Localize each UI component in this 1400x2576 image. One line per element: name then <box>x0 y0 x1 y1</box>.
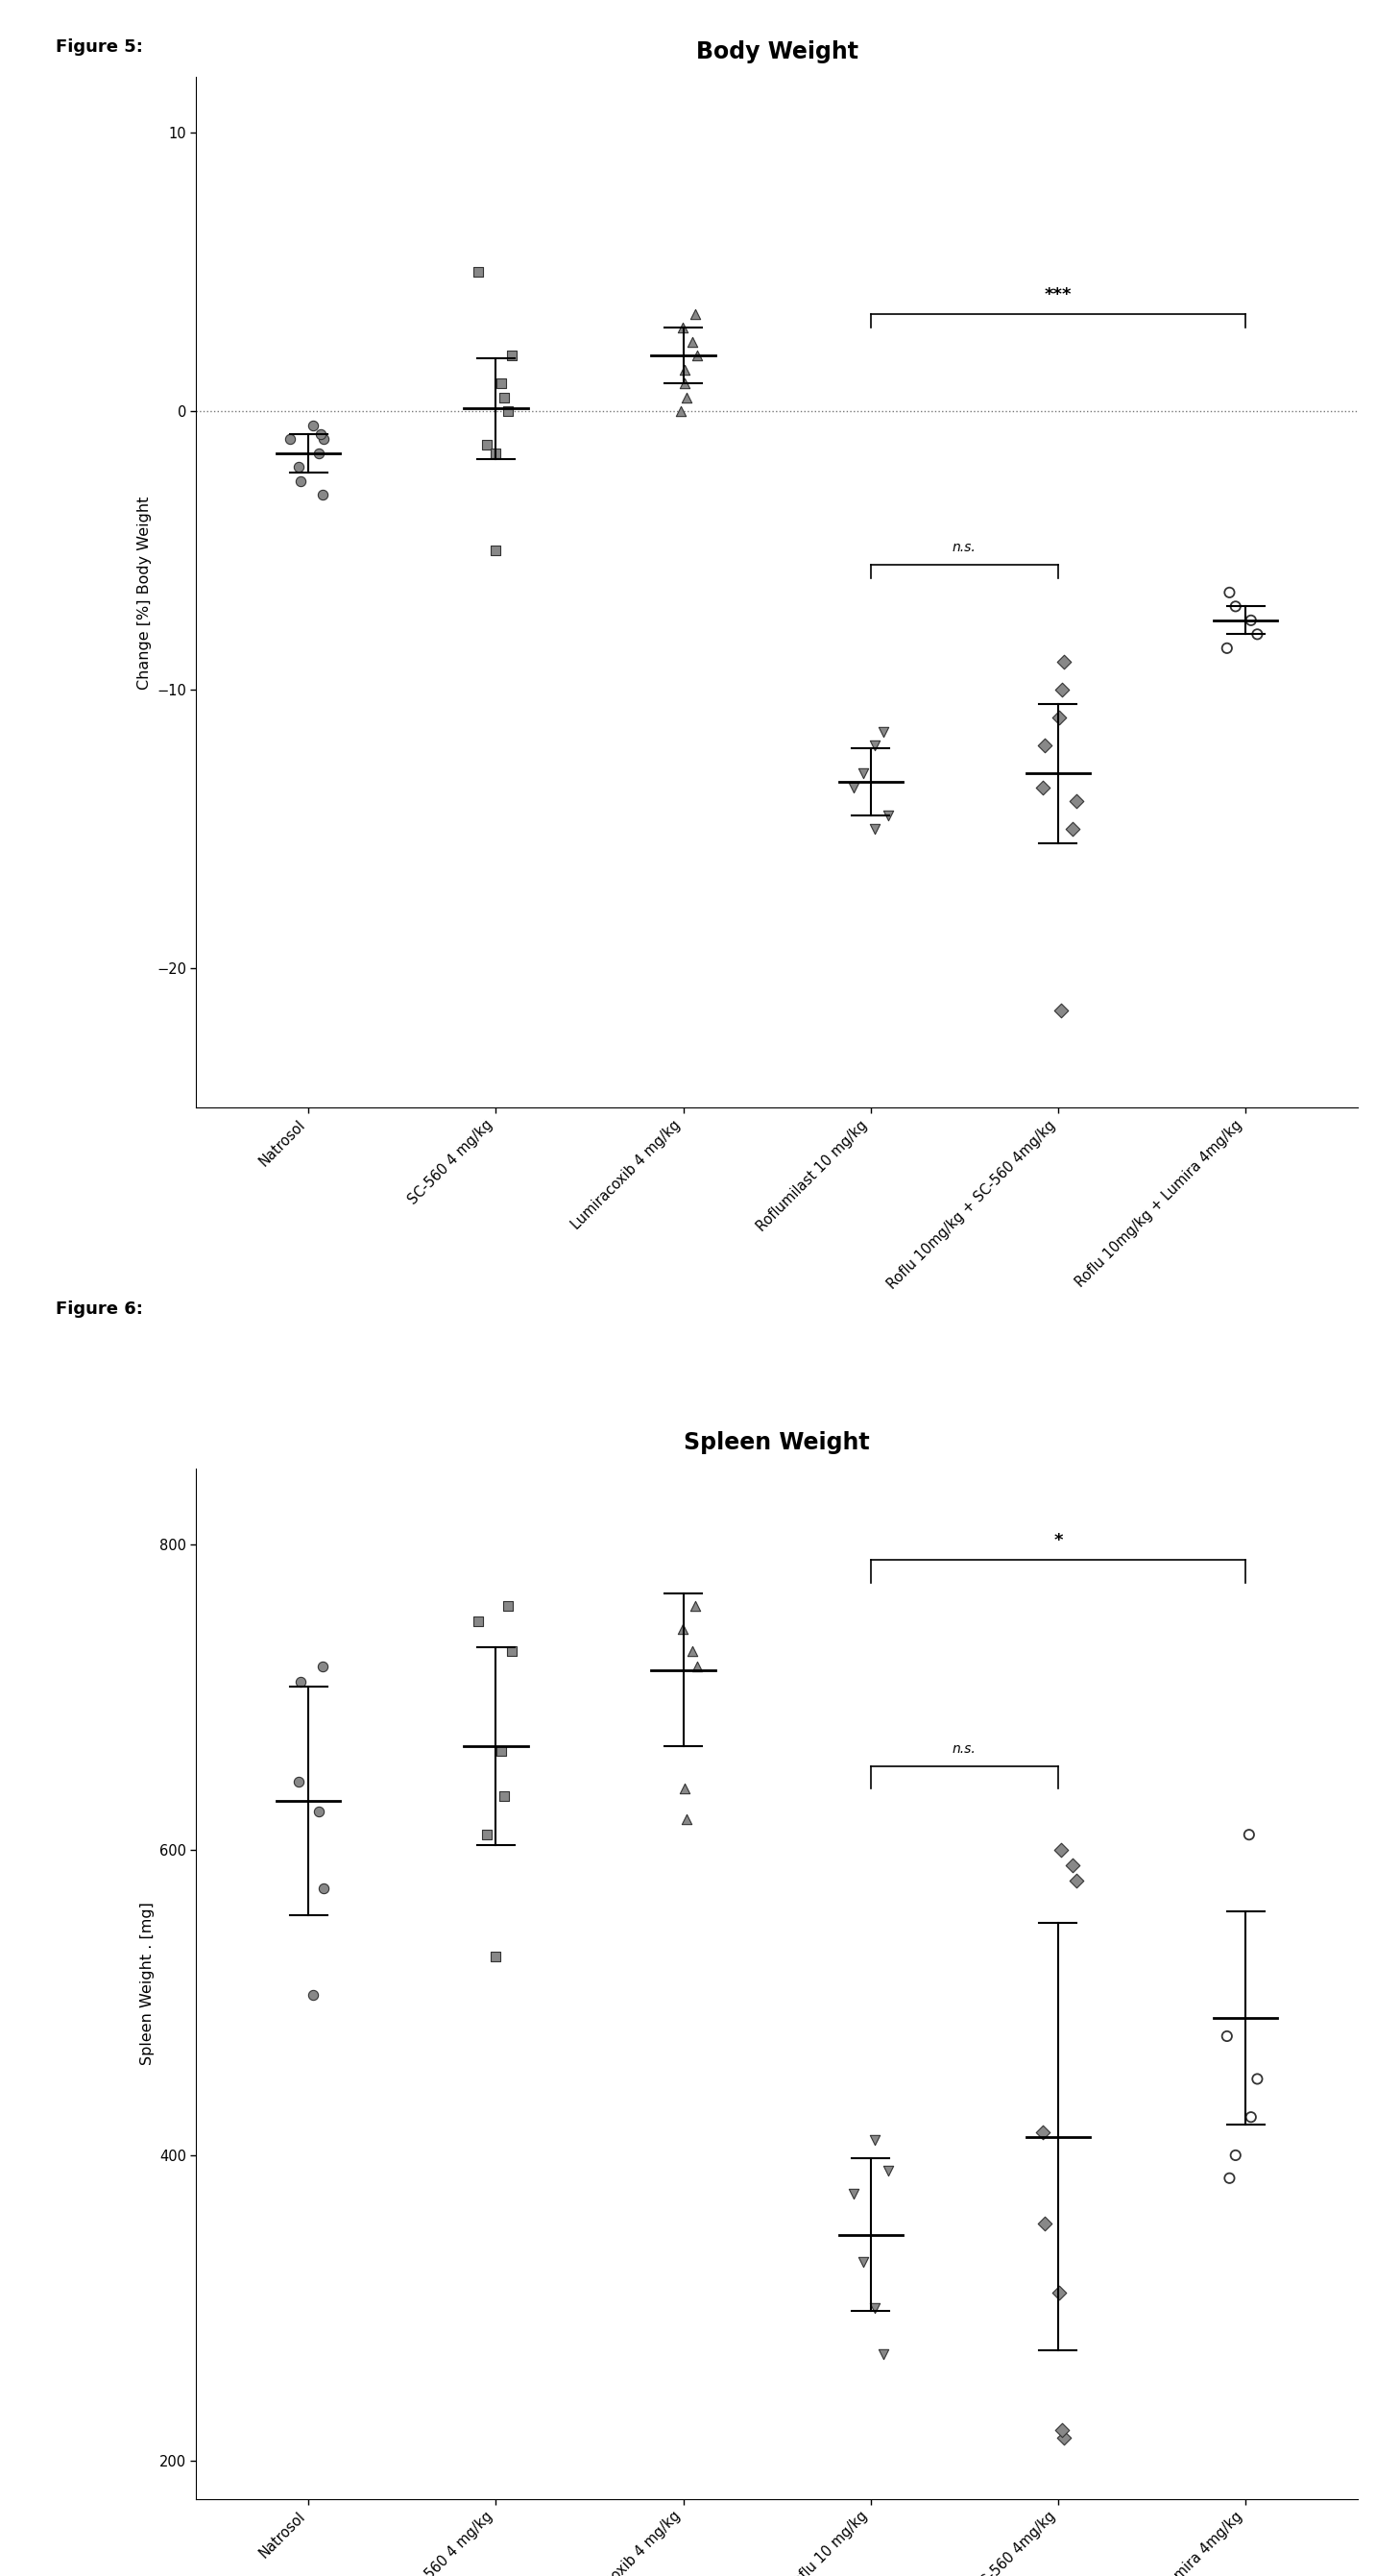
Text: Figure 6:: Figure 6: <box>56 1301 143 1319</box>
Point <box>1050 1829 1072 1870</box>
Point <box>1218 572 1240 613</box>
Text: *: * <box>1054 1533 1063 1551</box>
Point <box>311 474 333 515</box>
Point <box>475 1814 497 1855</box>
Y-axis label: Change [%] Body Weight: Change [%] Body Weight <box>137 495 151 690</box>
Point <box>669 392 692 433</box>
Point <box>484 433 507 474</box>
Point <box>673 363 696 404</box>
Point <box>1215 629 1238 670</box>
Point <box>1053 641 1075 683</box>
Point <box>484 1937 507 1978</box>
Point <box>1049 698 1071 739</box>
Text: Figure 5:: Figure 5: <box>56 39 143 57</box>
Point <box>490 363 512 404</box>
Point <box>290 1662 312 1703</box>
Title: Body Weight: Body Weight <box>696 41 858 64</box>
Point <box>1246 613 1268 654</box>
Point <box>1033 724 1056 765</box>
Point <box>493 376 515 417</box>
Point <box>1032 2112 1054 2154</box>
Point <box>1061 809 1084 850</box>
Point <box>287 446 309 487</box>
Point <box>864 724 886 765</box>
Point <box>490 1731 512 1772</box>
Point <box>1065 1860 1088 1901</box>
Point <box>864 2287 886 2329</box>
Point <box>309 412 332 453</box>
Point <box>287 1759 309 1801</box>
Point <box>1033 2202 1056 2244</box>
Point <box>497 1584 519 1625</box>
Point <box>1051 2409 1074 2450</box>
Point <box>872 711 895 752</box>
Point <box>680 322 703 363</box>
Point <box>1240 600 1263 641</box>
Title: Spleen Weight: Spleen Weight <box>685 1432 869 1455</box>
Point <box>685 294 707 335</box>
Point <box>501 335 524 376</box>
Point <box>497 392 519 433</box>
Point <box>1051 670 1074 711</box>
Point <box>671 1607 693 1649</box>
Point <box>1238 1814 1260 1855</box>
Point <box>851 752 874 793</box>
Point <box>493 1775 515 1816</box>
Point <box>308 433 330 474</box>
Point <box>864 809 886 850</box>
Point <box>675 1798 697 1839</box>
Point <box>1218 2159 1240 2200</box>
Point <box>671 307 693 348</box>
Text: n.s.: n.s. <box>952 541 976 554</box>
Text: n.s.: n.s. <box>952 1741 976 1757</box>
Point <box>501 1631 524 1672</box>
Point <box>675 376 697 417</box>
Text: ***: *** <box>1044 286 1072 304</box>
Point <box>843 2172 865 2213</box>
Point <box>864 2120 886 2161</box>
Point <box>468 252 490 294</box>
Point <box>685 1584 707 1625</box>
Point <box>1049 2272 1071 2313</box>
Point <box>308 1790 330 1832</box>
Point <box>279 420 301 461</box>
Point <box>312 1868 335 1909</box>
Point <box>311 1646 333 1687</box>
Y-axis label: Spleen Weight . [mg]: Spleen Weight . [mg] <box>140 1901 154 2066</box>
Point <box>1061 1844 1084 1886</box>
Point <box>1225 585 1247 626</box>
Point <box>878 793 900 835</box>
Point <box>1050 989 1072 1030</box>
Point <box>1215 2014 1238 2056</box>
Point <box>1032 768 1054 809</box>
Point <box>673 350 696 392</box>
Point <box>1240 2097 1263 2138</box>
Point <box>475 425 497 466</box>
Point <box>484 531 507 572</box>
Point <box>290 461 312 502</box>
Point <box>302 1973 325 2014</box>
Point <box>1065 781 1088 822</box>
Point <box>468 1600 490 1641</box>
Point <box>1225 2136 1247 2177</box>
Point <box>872 2334 895 2375</box>
Point <box>1053 2416 1075 2458</box>
Point <box>680 1631 703 1672</box>
Point <box>686 1646 708 1687</box>
Point <box>673 1767 696 1808</box>
Point <box>302 404 325 446</box>
Point <box>851 2241 874 2282</box>
Point <box>878 2151 900 2192</box>
Point <box>312 420 335 461</box>
Point <box>843 768 865 809</box>
Point <box>1246 2058 1268 2099</box>
Point <box>686 335 708 376</box>
